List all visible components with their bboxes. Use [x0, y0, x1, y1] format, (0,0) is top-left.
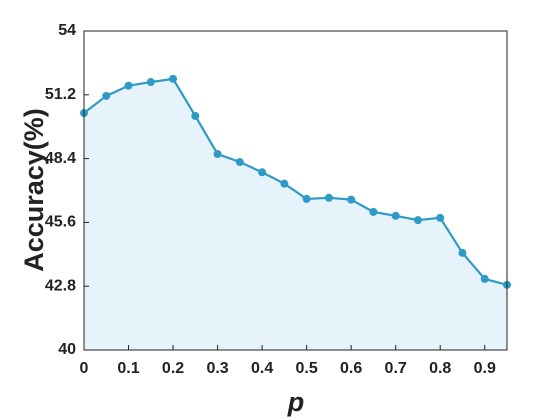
y-tick-label: 40	[58, 341, 76, 358]
point	[191, 111, 200, 120]
x-tick-label: 0.1	[117, 360, 139, 377]
x-tick-label: 0.4	[251, 360, 273, 377]
x-tick-label: 0	[80, 360, 89, 377]
point	[102, 91, 111, 100]
point	[480, 274, 489, 283]
x-tick-label: 0.8	[429, 360, 451, 377]
point	[169, 74, 178, 83]
y-tick-label: 54	[58, 22, 76, 39]
point	[280, 179, 289, 188]
point	[347, 195, 356, 204]
x-tick-label: 0.3	[206, 360, 228, 377]
x-tick-label: 0.5	[296, 360, 318, 377]
point	[458, 248, 467, 257]
y-axis-label: Accuracy(%)	[19, 108, 49, 272]
area	[84, 78, 507, 350]
point	[146, 78, 155, 87]
point	[124, 81, 133, 90]
point	[302, 194, 311, 203]
x-axis-label: p	[287, 387, 305, 417]
plot-frame	[83, 30, 508, 351]
y-tick-label: 42.8	[45, 277, 76, 294]
point	[235, 158, 244, 167]
point	[391, 211, 400, 220]
point	[324, 193, 333, 202]
y-tick-label: 51.2	[45, 86, 76, 103]
point	[369, 207, 378, 216]
point	[413, 216, 422, 225]
x-tick-label: 0.9	[474, 360, 496, 377]
y-tick-label: 45.6	[45, 214, 76, 231]
point	[258, 168, 267, 177]
x-tick-label: 0.7	[385, 360, 407, 377]
x-tick-label: 0.6	[340, 360, 362, 377]
y-tick-label: 48.4	[45, 150, 76, 167]
x-tick-label: 0.2	[162, 360, 184, 377]
point	[213, 150, 222, 159]
point	[436, 213, 445, 222]
